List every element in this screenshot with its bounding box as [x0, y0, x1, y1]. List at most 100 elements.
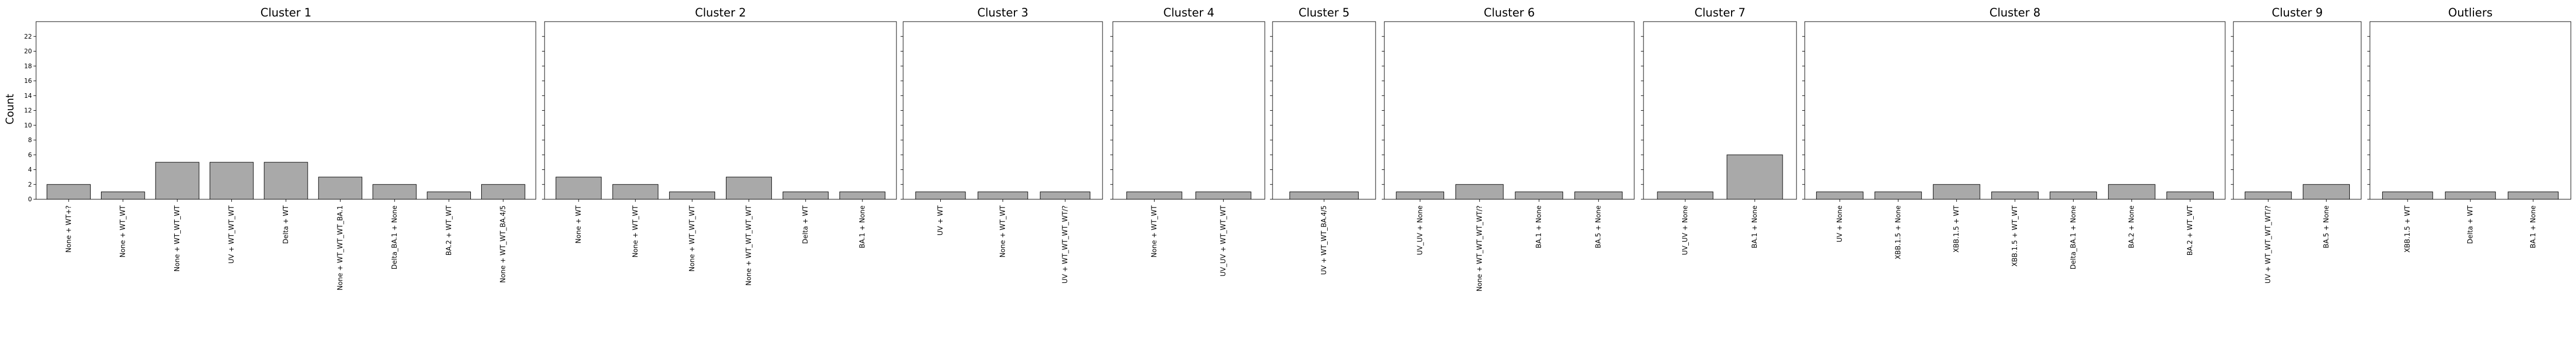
y-tick-label: 0	[28, 196, 32, 203]
panel-3: Cluster 3 UV + WT None + WT_WT UV + WT_WT_W…	[901, 7, 1103, 284]
bar	[783, 192, 829, 200]
bar	[1816, 192, 1863, 200]
x-tick-label: UV + WT	[937, 205, 945, 235]
y-tick-label: 20	[24, 48, 32, 55]
x-tick-label: None + WT_WT_WT	[174, 205, 181, 272]
y-tick-label: 8	[28, 136, 32, 144]
bar	[2049, 192, 2097, 200]
panel-title: Outliers	[2448, 7, 2493, 20]
bar	[977, 192, 1028, 200]
bar	[209, 162, 254, 200]
x-tick-label: None + WT_WT_WT_WT	[745, 205, 753, 286]
x-tick-label: None + WT	[575, 205, 583, 244]
panel-title: Cluster 5	[1298, 7, 1349, 20]
bar	[2302, 184, 2350, 200]
x-tick-label: BA.2 + None	[2128, 205, 2136, 248]
x-tick-label: BA.5 + None	[2323, 205, 2330, 248]
bar	[1040, 192, 1091, 200]
x-tick-label: Delta + WT	[802, 205, 810, 244]
bar	[915, 192, 966, 200]
panels: Cluster 1 0 2 4 6 8 10 12 14 16 18 20 22 None + WT+? N…	[24, 7, 2571, 291]
x-tick-label: BA.5 + None	[1595, 205, 1603, 248]
x-tick-label: UV_UV + WT_WT_WT	[1220, 205, 1228, 276]
bar	[1991, 192, 2039, 200]
panel-frame	[1272, 21, 1376, 200]
x-tick-label: UV_UV + None	[1682, 205, 1689, 255]
bar	[669, 192, 715, 200]
panel-5: Cluster 5 UV + WT_WT_BA.4/5	[1270, 7, 1376, 275]
bar	[2245, 192, 2292, 200]
y-tick-label: 14	[24, 92, 32, 99]
x-tick-label: BA.1 + None	[1535, 205, 1543, 248]
x-tick-label: XBB.1.5 + WT	[2404, 205, 2412, 253]
panel-10: Outliers XBB.1.5 + WT Delta + WT BA.1 + Non…	[2367, 7, 2571, 253]
x-tick-label: UV + WT_WT_BA.4/5	[1320, 205, 1328, 275]
x-tick-label: Delta_BA.1 + None	[2070, 205, 2077, 269]
bar	[427, 192, 471, 200]
y-tick-label: 4	[28, 166, 32, 174]
panel-title: Cluster 7	[1694, 7, 1745, 20]
x-tick-label: UV + None	[1836, 205, 1844, 242]
x-tick-label: BA.2 + WT_WT	[445, 205, 453, 255]
bar	[264, 162, 308, 200]
bar	[101, 192, 145, 200]
y-tick-label: 22	[24, 33, 32, 40]
panel-7: Cluster 7 UV_UV + None BA.1 + None	[1641, 7, 1797, 255]
panel-title: Cluster 6	[1484, 7, 1535, 20]
y-tick-label: 2	[28, 181, 32, 188]
panel-title: Cluster 8	[1989, 7, 2040, 20]
bar	[839, 192, 886, 200]
x-tick-label: BA.1 + None	[1751, 205, 1759, 248]
bar	[1289, 192, 1359, 200]
x-tick-label: Delta + WT	[2467, 205, 2475, 244]
bar	[1195, 192, 1251, 200]
bar	[318, 177, 363, 200]
x-tick-label: None + WT_WT_BA.4/5	[500, 205, 507, 283]
x-tick-label: None + WT+?	[65, 205, 73, 253]
panel-frame	[544, 21, 897, 200]
bar	[46, 184, 91, 200]
bar	[155, 162, 199, 200]
x-tick-label: None + WT_WT_WT_WT/?	[1476, 205, 1484, 291]
x-tick-label: BA.2 + WT_WT	[2187, 205, 2194, 255]
panel-frame	[1804, 21, 2226, 200]
x-tick-label: UV_UV + None	[1416, 205, 1424, 255]
bar	[2166, 192, 2214, 200]
bar	[1933, 184, 1980, 200]
bar	[1874, 192, 1922, 200]
panel-title: Cluster 9	[2272, 7, 2323, 20]
bar	[1515, 192, 1563, 200]
x-tick-label: XBB.1.5 + WT	[1953, 205, 1961, 253]
panel-title: Cluster 1	[260, 7, 311, 20]
panel-8: Cluster 8 UV + None XBB.1.5 + None XBB.1.5 …	[1802, 7, 2226, 269]
bar	[2382, 192, 2433, 200]
bar	[1574, 192, 1623, 200]
panel-title: Cluster 3	[977, 7, 1028, 20]
panel-2: Cluster 2 None + WT None + WT_WT None + WT_…	[542, 7, 897, 286]
x-tick-label: BA.1 + None	[2530, 205, 2537, 248]
bar	[1126, 192, 1182, 200]
bar	[2507, 192, 2559, 200]
x-tick-label: XBB.1.5 + WT_WT	[2011, 205, 2019, 267]
x-tick-label: None + WT_WT	[120, 205, 127, 257]
y-tick-label: 10	[24, 122, 32, 129]
x-tick-label: Delta + WT	[282, 205, 290, 244]
panel-title: Cluster 4	[1163, 7, 1214, 20]
panel-frame	[903, 21, 1103, 200]
x-tick-label: UV + WT_WT_WT	[228, 205, 236, 264]
bar	[1726, 154, 1783, 200]
x-tick-label: XBB.1.5 + None	[1894, 205, 1902, 260]
y-tick-label: 6	[28, 151, 32, 159]
x-tick-label: None + WT_WT_WT	[688, 205, 696, 272]
x-tick-label: None + WT_WT	[999, 205, 1007, 257]
y-tick-label: 16	[24, 77, 32, 84]
panel-4: Cluster 4 None + WT_WT UV_UV + WT_WT_WT	[1110, 7, 1265, 276]
panel-6: Cluster 6 UV_UV + None None + WT_WT_WT_WT/…	[1382, 7, 1635, 291]
bar	[612, 184, 658, 200]
x-tick-label: Delta_BA.1 + None	[391, 205, 399, 269]
panel-title: Cluster 2	[695, 7, 746, 20]
x-tick-label: None + WT_WT	[1150, 205, 1158, 257]
bar	[2108, 184, 2156, 200]
